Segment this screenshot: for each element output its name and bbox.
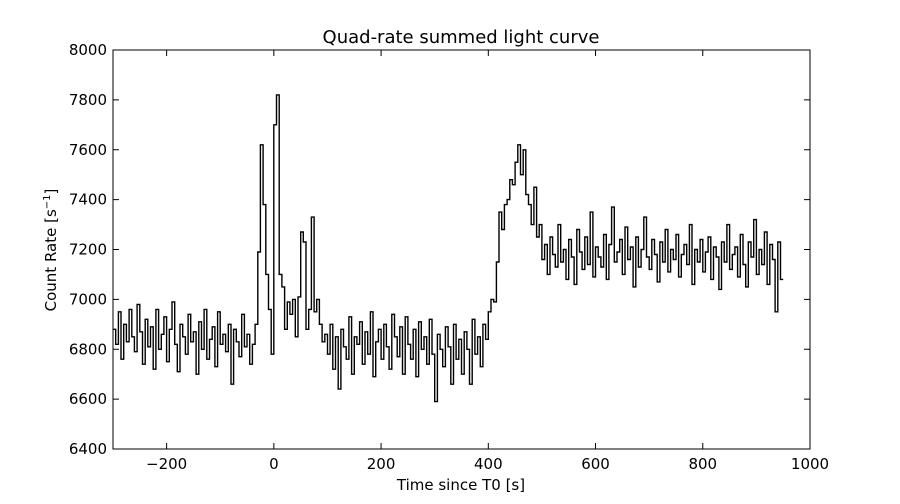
y-axis-label-end: ] bbox=[42, 189, 60, 195]
y-tick-label: 6800 bbox=[69, 340, 107, 358]
y-tick-label: 7600 bbox=[69, 141, 107, 159]
x-tick-label: 0 bbox=[269, 455, 279, 473]
x-tick-label: 1000 bbox=[791, 455, 829, 473]
y-tick-label: 8000 bbox=[69, 41, 107, 59]
y-tick-label: 7000 bbox=[69, 290, 107, 308]
data-series-line bbox=[113, 94, 784, 403]
y-axis-label: Count Rate [s−1] bbox=[42, 189, 60, 312]
y-axis-label-sup: −1 bbox=[42, 194, 53, 209]
y-tick-label: 7200 bbox=[69, 241, 107, 259]
y-tick-label: 6400 bbox=[69, 440, 107, 458]
x-axis-label: Time since T0 [s] bbox=[396, 476, 525, 494]
x-tick-label: 600 bbox=[581, 455, 610, 473]
x-tick-label: 200 bbox=[367, 455, 396, 473]
y-axis-label-main: Count Rate [s bbox=[42, 209, 60, 311]
axes-frame bbox=[112, 49, 811, 450]
x-tick-label: 800 bbox=[688, 455, 717, 473]
x-tick-label: −200 bbox=[146, 455, 187, 473]
y-tick-label: 6600 bbox=[69, 390, 107, 408]
plot-area: −200 0 200 400 600 800 1000 6400 6600 6800 7000 720… bbox=[69, 41, 829, 473]
chart-title: Quad-rate summed light curve bbox=[323, 27, 600, 48]
y-tick-label: 7800 bbox=[69, 91, 107, 109]
x-tick-label: 400 bbox=[474, 455, 503, 473]
y-tick-label: 7400 bbox=[69, 191, 107, 209]
